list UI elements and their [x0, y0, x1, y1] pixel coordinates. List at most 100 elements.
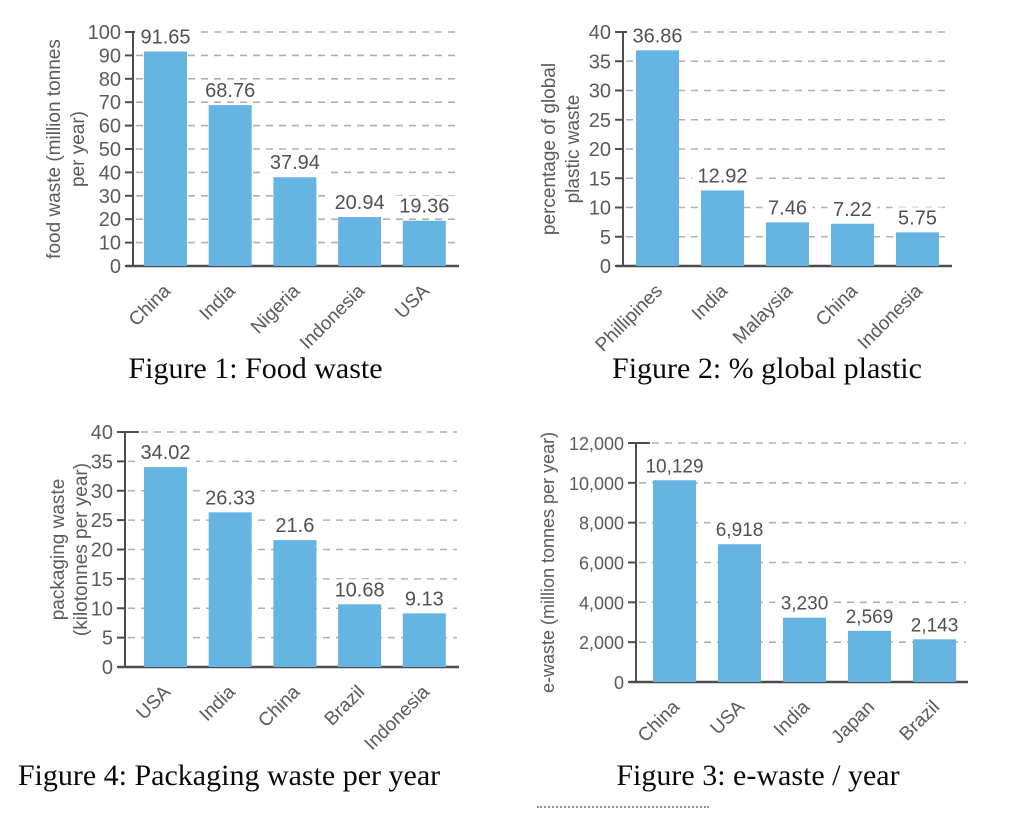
- x-category-label: Indonesia: [854, 280, 927, 353]
- y-axis-title: (kilotonnes per year): [71, 463, 92, 636]
- x-category-label: China: [125, 280, 175, 330]
- bar: [273, 540, 317, 667]
- y-tick-label: 0: [102, 657, 113, 679]
- value-label-backing: [892, 207, 943, 229]
- y-tick-label: 15: [589, 168, 611, 190]
- y-tick-label: 70: [99, 92, 121, 114]
- bar-value-label: 34.02: [140, 442, 190, 464]
- y-tick-label: 5: [102, 628, 113, 650]
- value-label-backing: [762, 197, 813, 219]
- bar: [338, 217, 382, 266]
- y-tick-label: 10: [99, 233, 121, 255]
- y-tick-label: 5: [600, 227, 611, 249]
- x-category-label: Brazil: [896, 697, 944, 745]
- bar: [402, 220, 446, 266]
- x-category-label: Japan: [828, 697, 879, 748]
- figure-4-packaging-waste-block: 0 5 10 15 20 25 30 35 40 34.02 USA 26.33 India 21.6 Ch…: [0, 400, 511, 818]
- x-category-label: Indonesia: [361, 681, 434, 754]
- bar: [718, 544, 761, 682]
- bar: [783, 617, 826, 682]
- x-category-label: India: [196, 280, 240, 324]
- y-axis-title: plastic waste: [563, 95, 584, 204]
- bar-value-label: 9.13: [405, 588, 444, 610]
- figure-1-caption: Figure 1: Food waste: [128, 352, 383, 385]
- value-label-backing: [135, 26, 196, 48]
- y-tick-label: 40: [589, 22, 611, 44]
- bar: [208, 512, 252, 667]
- y-tick-label: 80: [99, 69, 121, 91]
- y-tick-label: 0: [614, 673, 624, 693]
- x-category-label: India: [770, 696, 814, 740]
- bar-value-label: 21.6: [275, 515, 314, 537]
- y-axis-title: percentage of global: [539, 63, 560, 235]
- value-label-backing: [135, 442, 196, 464]
- value-label-backing: [329, 192, 391, 214]
- bar-value-label: 68.76: [205, 80, 255, 102]
- value-label-backing: [840, 605, 899, 627]
- value-label-backing: [827, 198, 878, 220]
- y-tick-label: 30: [91, 481, 113, 503]
- scan-artifact-dotted-line: [537, 806, 709, 808]
- y-tick-label: 30: [589, 81, 611, 103]
- figure-2-caption: Figure 2: % global plastic: [612, 352, 922, 385]
- x-category-label: Nigeria: [247, 280, 305, 338]
- x-category-label: USA: [707, 696, 750, 739]
- y-axis-title: e-waste (million tonnes per year): [538, 432, 558, 693]
- y-tick-label: 60: [99, 116, 121, 138]
- global-plastic-bar-chart: 0 5 10 15 20 25 30 35 40 36.86 Phillipines 12.92 Ind…: [539, 22, 952, 356]
- figure-3-caption: Figure 3: e-waste / year: [616, 759, 900, 792]
- y-tick-label: 20: [91, 540, 113, 562]
- bar: [766, 222, 809, 266]
- bar-value-label: 7.22: [833, 199, 872, 221]
- bar: [913, 639, 956, 682]
- value-label-backing: [264, 152, 326, 174]
- y-tick-label: 100: [88, 22, 121, 44]
- x-category-label: Brazil: [321, 682, 369, 730]
- value-label-backing: [329, 579, 391, 601]
- bar-value-label: 10.68: [335, 579, 385, 601]
- bar: [208, 105, 252, 267]
- figure-3-e-waste-block: 0 2,000 4,000 6,000 8,000 10,000 12,000 10,129 C…: [511, 400, 1023, 818]
- x-category-label: Malaysia: [729, 280, 797, 348]
- bar: [144, 467, 187, 667]
- bar-value-label: 12.92: [697, 165, 747, 187]
- x-category-label: USA: [391, 280, 434, 323]
- bar: [848, 630, 891, 682]
- value-label-backing: [269, 515, 320, 537]
- figure-2-global-plastic-block: 0 5 10 15 20 25 30 35 40 36.86 Phillipines 12.92 Ind…: [511, 0, 1023, 400]
- y-tick-label: 12,000: [569, 434, 624, 454]
- y-tick-label: 4,000: [579, 593, 624, 613]
- bar-value-label: 20.94: [335, 192, 385, 214]
- y-axis-title: food waste (million tonnes: [44, 39, 65, 259]
- bar-value-label: 2,143: [911, 615, 959, 636]
- x-category-label: USA: [133, 681, 176, 724]
- y-tick-label: 0: [600, 256, 611, 278]
- y-tick-label: 10,000: [569, 474, 624, 494]
- figure-1-food-waste-block: 0 10 20 30 40 50 60 70 80 90 100 91.65 China 68.76 Ind…: [0, 0, 511, 400]
- bar: [636, 50, 679, 266]
- bar-value-label: 7.46: [768, 197, 807, 219]
- y-tick-label: 20: [99, 209, 121, 231]
- y-tick-label: 35: [91, 451, 113, 473]
- bar-value-label: 36.86: [632, 25, 682, 47]
- y-tick-label: 40: [99, 162, 121, 184]
- y-tick-label: 90: [99, 45, 121, 67]
- value-label-backing: [199, 487, 261, 509]
- y-tick-label: 10: [589, 198, 611, 220]
- value-label-backing: [692, 165, 753, 187]
- bar-value-label: 19.36: [399, 196, 449, 218]
- y-tick-label: 50: [99, 139, 121, 161]
- y-tick-label: 15: [91, 569, 113, 591]
- x-category-label: China: [634, 696, 684, 746]
- y-tick-label: 25: [589, 110, 611, 132]
- packaging-waste-bar-chart: 0 5 10 15 20 25 30 35 40 34.02 USA 26.33 India 21.6 Ch…: [48, 422, 459, 755]
- x-category-label: China: [254, 681, 304, 731]
- x-category-label: India: [688, 280, 732, 324]
- bar: [402, 613, 446, 667]
- x-category-label: China: [812, 280, 862, 330]
- y-tick-label: 8,000: [579, 514, 624, 534]
- y-tick-label: 6,000: [579, 554, 624, 574]
- value-label-backing: [905, 614, 964, 636]
